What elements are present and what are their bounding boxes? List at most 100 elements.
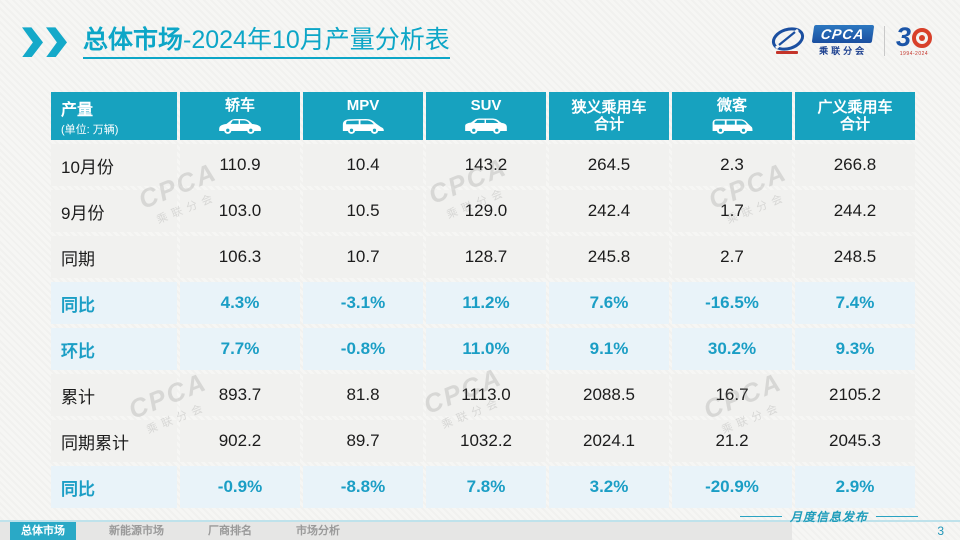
table-row-cumulative-yoy: 同比 -0.9% -8.8% 7.8% 3.2% -20.9% 2.9%	[51, 466, 915, 508]
table-row-cumulative: 累计 893.7 81.8 1113.0 2088.5 16.7 2105.2	[51, 374, 915, 416]
header-microvan-label: 微客	[716, 97, 747, 115]
tab-market-analysis[interactable]: 市场分析	[296, 525, 340, 537]
cell-percent: -16.5%	[672, 282, 792, 324]
cell-value: 21.2	[672, 420, 792, 462]
cell-value: 10.4	[303, 144, 423, 186]
cell-value: 245.8	[549, 236, 669, 278]
row-label: 同比	[51, 282, 177, 324]
mpv-icon	[342, 118, 384, 134]
cell-value: 1113.0	[426, 374, 546, 416]
header-mpv-label: MPV	[346, 97, 380, 115]
row-label: 同期	[51, 236, 177, 278]
cell-percent: -8.8%	[303, 466, 423, 508]
footer-top-rule	[0, 520, 960, 522]
cell-value: 1032.2	[426, 420, 546, 462]
cell-value: 266.8	[795, 144, 915, 186]
cell-value: 2088.5	[549, 374, 669, 416]
page-title: 总体市场-2024年10月产量分析表	[83, 26, 450, 59]
cell-percent: 3.2%	[549, 466, 669, 508]
header-broad-pv-line2: 合计	[839, 116, 870, 133]
footer-nav-bar: 总体市场 新能源市场 厂商排名 市场分析	[0, 522, 792, 540]
double-chevron-icon	[46, 27, 67, 58]
row-label: 环比	[51, 328, 177, 370]
cell-value: 10.5	[303, 190, 423, 232]
cell-value: 902.2	[180, 420, 300, 462]
tab-manufacturer-ranking[interactable]: 厂商排名	[208, 525, 252, 537]
cell-value: 81.8	[303, 374, 423, 416]
header-sedan-label: 轿车	[224, 97, 255, 115]
table-row-mom: 环比 7.7% -0.8% 11.0% 9.1% 30.2% 9.3%	[51, 328, 915, 370]
publication-label: 月度信息发布	[739, 508, 918, 525]
header-narrow-pv-total: 狭义乘用车 合计	[549, 92, 669, 140]
anniversary-3: 3	[895, 22, 911, 52]
header-production-label: 产量	[61, 101, 94, 119]
row-label: 9月份	[51, 190, 177, 232]
header-sedan: 轿车	[180, 92, 300, 140]
cell-percent: 4.3%	[180, 282, 300, 324]
cell-value: 16.7	[672, 374, 792, 416]
table-row-same-period: 同期 106.3 10.7 128.7 245.8 2.7 248.5	[51, 236, 915, 278]
publication-text: 月度信息发布	[789, 510, 868, 524]
publication-rule-right	[876, 516, 918, 517]
page-number: 3	[937, 524, 944, 538]
van-icon	[712, 118, 753, 134]
cell-percent: 7.7%	[180, 328, 300, 370]
cell-value: 893.7	[180, 374, 300, 416]
row-label: 累计	[51, 374, 177, 416]
anniversary-ring-icon	[912, 27, 932, 48]
header-broad-pv-total: 广义乘用车 合计	[795, 92, 915, 140]
cell-percent: 7.6%	[549, 282, 669, 324]
cell-percent: -20.9%	[672, 466, 792, 508]
header-mpv: MPV	[303, 92, 423, 140]
cell-value: 89.7	[303, 420, 423, 462]
cell-value: 248.5	[795, 236, 915, 278]
header-suv: SUV	[426, 92, 546, 140]
table-row-cumulative-same-period: 同期累计 902.2 89.7 1032.2 2024.1 21.2 2045.…	[51, 420, 915, 462]
cpca-emblem-icon	[772, 26, 805, 54]
cell-percent: 9.3%	[795, 328, 915, 370]
tab-overall-market[interactable]: 总体市场	[10, 522, 76, 540]
cell-value: 103.0	[180, 190, 300, 232]
page-title-market: 总体市场	[83, 26, 184, 54]
cell-value: 2105.2	[795, 374, 915, 416]
cell-percent: 9.1%	[549, 328, 669, 370]
cpca-logo: CPCA 乘联分会 3 1994-2024	[770, 24, 932, 57]
production-table: 产量 (单位: 万辆) 轿车 MPV SUV	[48, 88, 918, 512]
table-row-october: 10月份 110.9 10.4 143.2 264.5 2.3 266.8	[51, 144, 915, 186]
header-microvan: 微客	[672, 92, 792, 140]
tab-nev-market[interactable]: 新能源市场	[109, 525, 164, 537]
header-narrow-pv-line1: 狭义乘用车	[571, 98, 647, 116]
anniversary-30-logo: 3 1994-2024	[896, 24, 932, 57]
cell-percent: -3.1%	[303, 282, 423, 324]
cell-value: 2.7	[672, 236, 792, 278]
cell-value: 143.2	[426, 144, 546, 186]
table-row-yoy: 同比 4.3% -3.1% 11.2% 7.6% -16.5% 7.4%	[51, 282, 915, 324]
cell-value: 110.9	[180, 144, 300, 186]
cell-value: 264.5	[549, 144, 669, 186]
publication-rule-left	[739, 516, 782, 517]
header-broad-pv-line1: 广义乘用车	[817, 98, 893, 116]
header-production: 产量 (单位: 万辆)	[51, 92, 177, 140]
row-label: 同期累计	[51, 420, 177, 462]
cell-percent: 11.2%	[426, 282, 546, 324]
cell-percent: 11.0%	[426, 328, 546, 370]
suv-icon	[465, 118, 507, 134]
header-narrow-pv-line2: 合计	[593, 116, 624, 133]
page-title-bar: 总体市场-2024年10月产量分析表	[22, 26, 450, 59]
cell-value: 242.4	[549, 190, 669, 232]
cell-value: 244.2	[795, 190, 915, 232]
page-title-rest: -2024年10月产量分析表	[183, 26, 450, 54]
cpca-text: CPCA	[812, 24, 875, 43]
cell-value: 2045.3	[795, 420, 915, 462]
logo-divider	[883, 25, 885, 56]
anniversary-years: 1994-2024	[899, 51, 929, 57]
cell-percent: 7.8%	[426, 466, 546, 508]
cell-value: 2024.1	[549, 420, 669, 462]
cell-percent: 30.2%	[672, 328, 792, 370]
header-production-unit: (单位: 万辆)	[61, 123, 119, 136]
row-label: 10月份	[51, 144, 177, 186]
cell-value: 129.0	[426, 190, 546, 232]
cpca-subtitle: 乘联分会	[819, 45, 868, 56]
cell-value: 106.3	[180, 236, 300, 278]
cell-value: 1.7	[672, 190, 792, 232]
